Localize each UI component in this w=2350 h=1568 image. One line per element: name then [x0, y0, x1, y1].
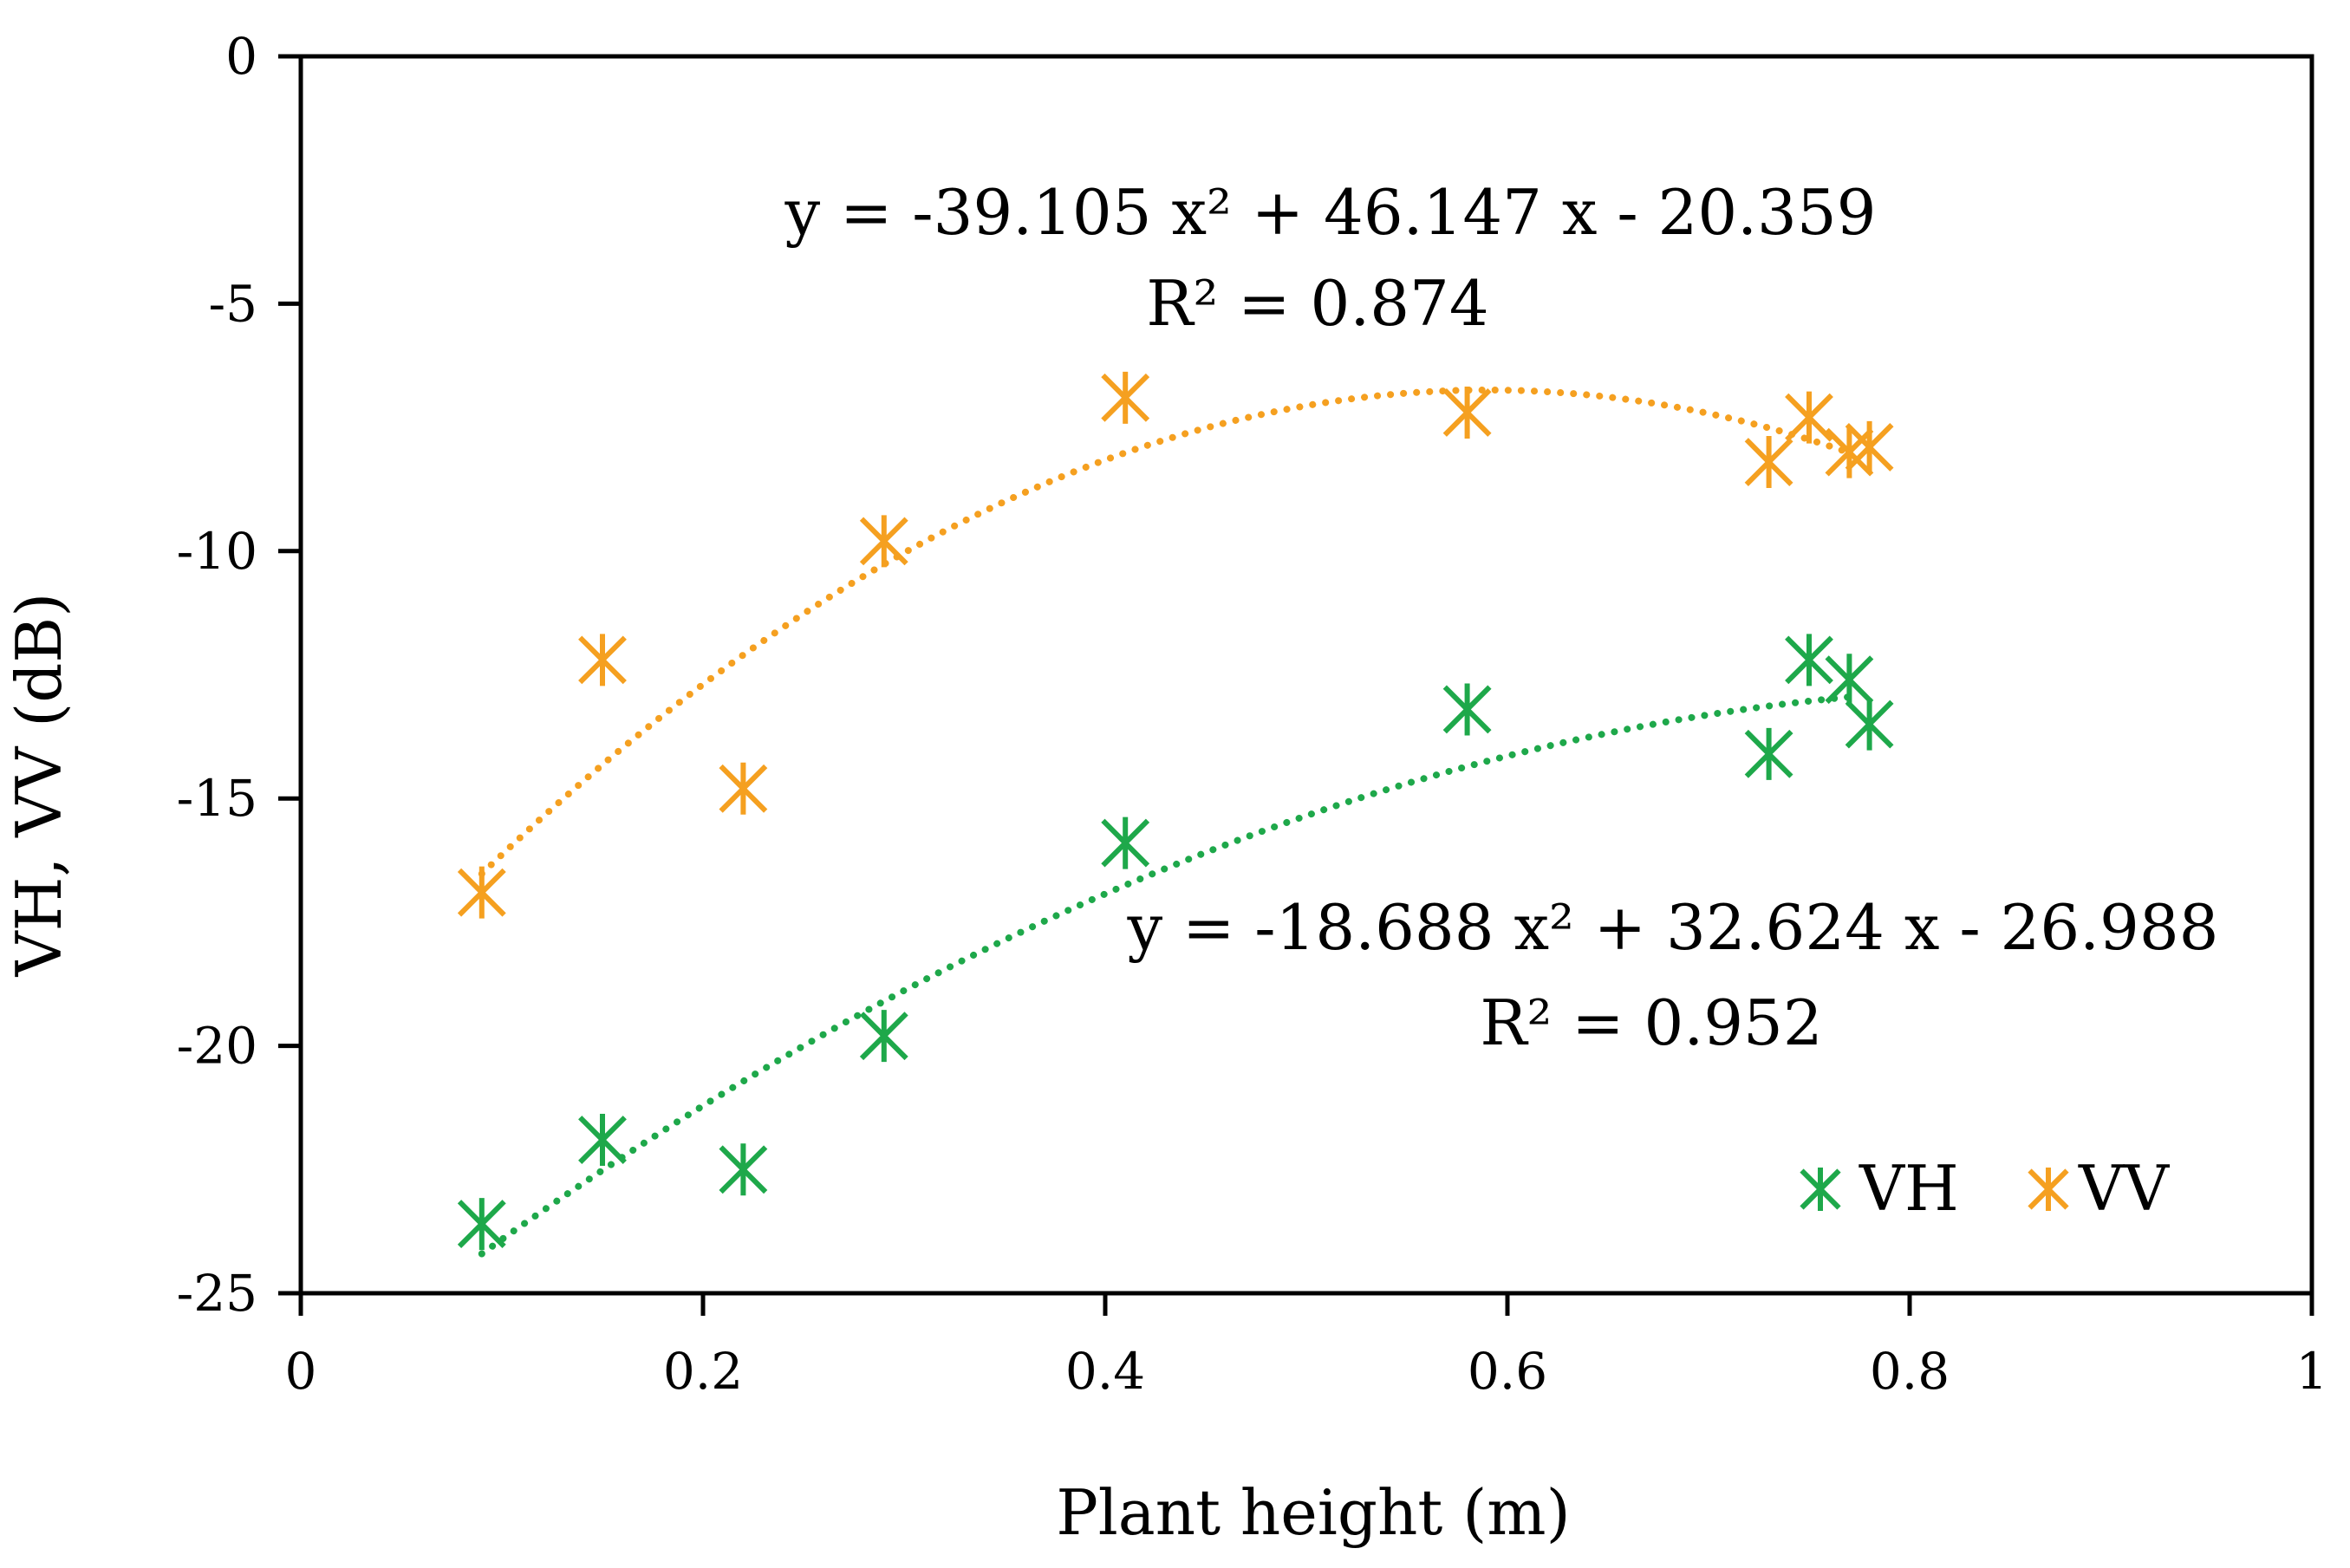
x-tick-label: 0.8	[1870, 1342, 1950, 1401]
legend: VH VV	[1800, 1152, 2171, 1225]
legend-vv-marker	[2028, 1168, 2069, 1211]
data-points	[457, 371, 1894, 1251]
vh-data-point	[1825, 654, 1874, 706]
x-tick-label: 0.4	[1065, 1342, 1145, 1401]
vv-data-point	[457, 866, 506, 919]
y-tick-label: -25	[177, 1264, 257, 1323]
x-tick-label: 0.2	[663, 1342, 743, 1401]
vv-data-point	[859, 515, 908, 568]
legend-vh-label: VH	[1859, 1152, 1959, 1225]
vh-data-point	[457, 1198, 506, 1251]
vv-data-point	[1744, 436, 1793, 489]
vv-data-point	[719, 762, 768, 815]
vh-data-point	[719, 1143, 768, 1196]
x-tick-label: 0	[285, 1342, 317, 1401]
x-axis-title: Plant height (m)	[1056, 1476, 1570, 1549]
vv-data-point	[1785, 391, 1833, 444]
legend-vv-label: VV	[2078, 1152, 2171, 1225]
plot-area	[298, 54, 2314, 1296]
y-tick-label: -10	[177, 522, 257, 581]
legend-vh-marker	[1800, 1168, 1841, 1211]
legend-vv-star	[2028, 1168, 2069, 1211]
vv-data-point	[1442, 386, 1492, 439]
vh-data-point	[1101, 817, 1150, 869]
vh-data-point	[1442, 683, 1492, 736]
vh-data-point	[1845, 698, 1894, 751]
plot-frame	[298, 54, 2314, 1296]
vv-data-point	[578, 634, 627, 686]
vv-data-point	[1845, 420, 1894, 473]
x-tick-label: 0.6	[1468, 1342, 1547, 1401]
vh-data-point	[578, 1114, 627, 1167]
y-tick-label: 0	[225, 27, 257, 86]
y-tick-label: -20	[177, 1017, 257, 1076]
vv-data-point	[1101, 371, 1150, 424]
vh-data-point	[1785, 634, 1833, 686]
y-tick-label: -15	[177, 769, 257, 828]
vv-r-squared: R² = 0.874	[1146, 267, 1488, 340]
vv-equation: y = -39.105 x² + 46.147 x - 20.359	[784, 176, 1877, 249]
x-tick-label: 1	[2296, 1342, 2328, 1401]
vv-trendline	[478, 387, 1853, 878]
vh-data-point	[1744, 727, 1793, 780]
axis-ticks: 0 0.2 0.4 0.6 0.8 1 0 -5 -10 -15 -20 -25	[177, 27, 2328, 1401]
vh-r-squared: R² = 0.952	[1480, 986, 1822, 1059]
vh-trendline	[478, 693, 1853, 1258]
legend-vh-star	[1800, 1168, 1841, 1211]
trendlines	[478, 387, 1853, 1258]
y-axis-title: VH, VV (dB)	[3, 593, 75, 978]
y-tick-label: -5	[209, 274, 258, 333]
vh-equation: y = -18.688 x² + 32.624 x - 26.988	[1127, 891, 2219, 964]
vh-data-point	[859, 1010, 908, 1063]
